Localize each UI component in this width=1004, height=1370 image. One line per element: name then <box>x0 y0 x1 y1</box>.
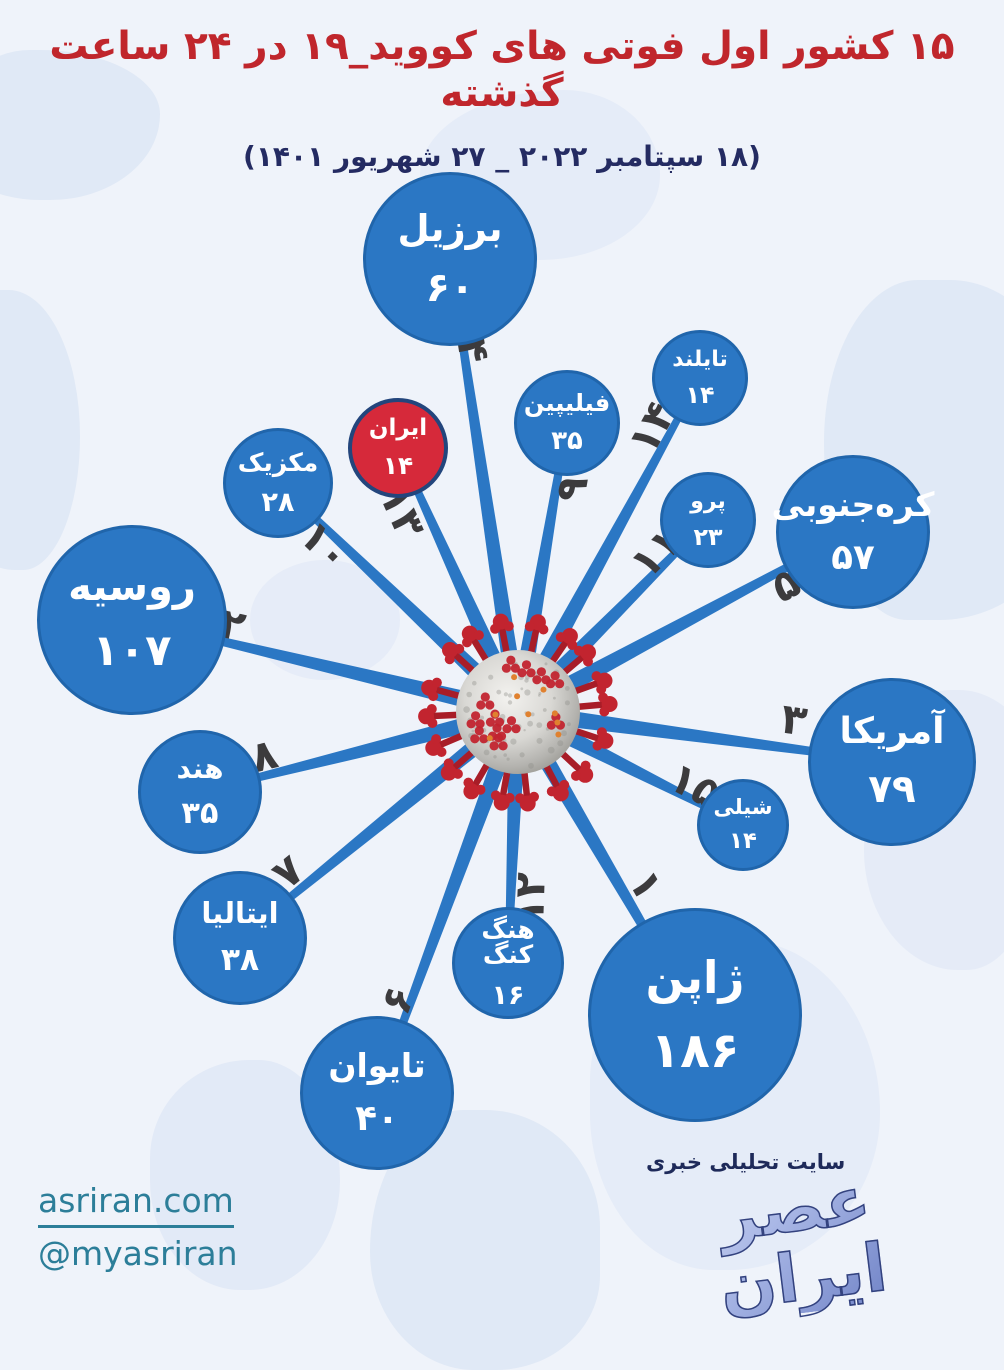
death-count: ۳۵ <box>181 796 219 832</box>
country-name: تایلند <box>672 346 728 372</box>
country-name: مکزیک <box>237 447 319 477</box>
death-count: ۱۸۶ <box>650 1022 740 1079</box>
bubble-taiwan: تایوان ۴۰ <box>300 1016 454 1170</box>
bubble-india: هند ۳۵ <box>138 730 262 854</box>
country-name: ایران <box>368 415 428 442</box>
death-count: ۴۰ <box>355 1098 399 1140</box>
connector-line-india <box>199 703 521 795</box>
country-name: کره‌جنوبی <box>771 484 935 524</box>
death-count: ۱۰۷ <box>92 626 172 677</box>
death-count: ۱۴ <box>729 828 757 855</box>
connector-line-taiwan <box>374 708 527 1094</box>
country-name: هند <box>176 751 224 785</box>
connector-line-brazil <box>447 258 527 714</box>
bubble-chile: شیلی ۱۴ <box>697 779 789 871</box>
bubble-iran: ایران ۱۴ <box>348 398 448 498</box>
bubble-philippines: فیلیپین ۳۵ <box>514 370 620 476</box>
death-count: ۱۴ <box>685 380 715 409</box>
footer-links: asriran.com @myasriran <box>38 1180 238 1276</box>
country-name: فیلیپین <box>523 388 611 417</box>
country-name: پرو <box>690 488 726 514</box>
bubble-japan: ژاپن ۱۸۶ <box>588 908 802 1122</box>
connector-line-thailand <box>510 376 703 717</box>
rank-label-america: ۳ <box>777 693 811 746</box>
connector-line-philippines <box>509 422 570 714</box>
bubble-italy: ایتالیا ۳۸ <box>173 871 307 1005</box>
bubble-america: آمریکا ۷۹ <box>808 678 976 846</box>
page-title: ۱۵ کشور اول فوتی های کووید_۱۹ در ۲۴ ساعت… <box>49 24 955 116</box>
country-name: برزیل <box>397 206 503 250</box>
page-subtitle: (۱۸ سپتامبر ۲۰۲۲ _ ۲۷ شهریور ۱۴۰۱) <box>243 139 761 173</box>
website-link[interactable]: asriran.com <box>38 1180 234 1228</box>
infographic-canvas: ۱۵ کشور اول فوتی های کووید_۱۹ در ۲۴ ساعت… <box>0 24 1004 1370</box>
country-name: شیلی <box>713 794 773 819</box>
connector-line-iran <box>395 446 527 716</box>
death-count: ۲۳ <box>693 522 723 551</box>
infographic-header: ۱۵ کشور اول فوتی های کووید_۱۹ در ۲۴ ساعت… <box>0 24 1004 173</box>
death-count: ۶۰ <box>425 264 475 311</box>
connector-line-russia <box>131 617 521 721</box>
country-name: تایوان <box>328 1045 426 1085</box>
connector-line-america <box>516 703 893 765</box>
death-count: ۵۷ <box>831 537 875 579</box>
asriran-logo: سایت تحلیلی خبری عصر ایران <box>634 1150 964 1327</box>
country-name: ایتالیا <box>201 896 279 931</box>
death-count: ۲۸ <box>261 487 295 519</box>
bubble-thailand: تایلند ۱۴ <box>652 330 748 426</box>
bubble-south-korea: کره‌جنوبی ۵۷ <box>772 455 934 609</box>
death-count: ۷۹ <box>868 767 916 813</box>
death-count: ۳۵ <box>551 426 583 457</box>
death-count: ۱۶ <box>491 979 525 1011</box>
country-name: هنگ کنگ <box>481 915 535 970</box>
death-count: ۳۸ <box>220 942 260 979</box>
bubble-russia: روسیه ۱۰۷ <box>37 525 227 715</box>
country-name: آمریکا <box>839 710 945 752</box>
social-handle[interactable]: @myasriran <box>38 1233 238 1273</box>
death-count: ۱۴ <box>382 450 414 480</box>
country-name: روسیه <box>68 563 196 610</box>
country-name: ژاپن <box>645 950 745 1004</box>
logo-title: عصر ایران <box>627 1154 971 1332</box>
bubble-peru: پرو ۲۳ <box>660 472 756 568</box>
bubble-hong-kong: هنگ کنگ ۱۶ <box>452 907 564 1019</box>
bubble-mexico: مکزیک ۲۸ <box>223 428 333 538</box>
logo-tagline: سایت تحلیلی خبری <box>646 1150 846 1174</box>
coronavirus-icon <box>418 613 618 812</box>
bubble-brazil: برزیل ۶۰ <box>363 172 537 346</box>
